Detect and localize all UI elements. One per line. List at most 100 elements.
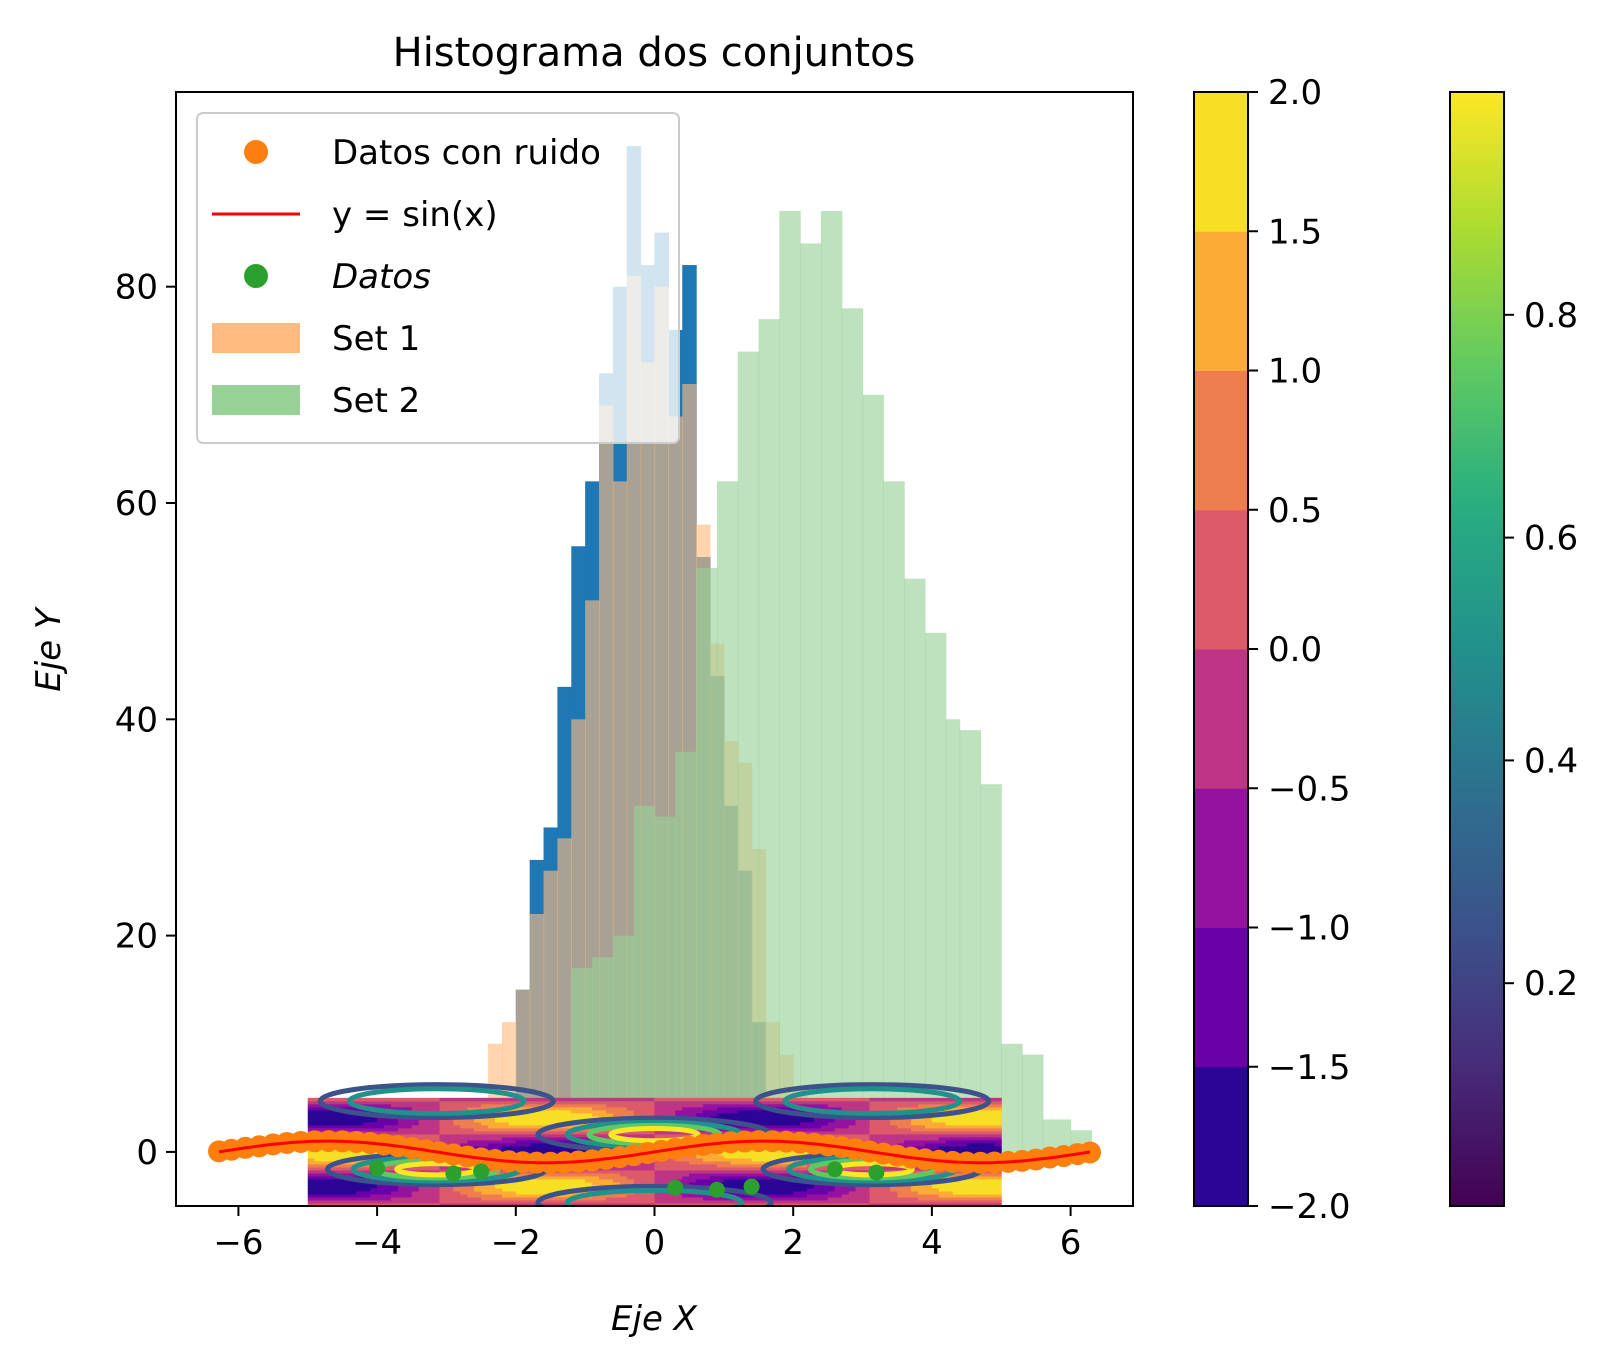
contour-cell xyxy=(557,1178,565,1183)
contour-cell xyxy=(633,1103,642,1108)
contour-cell xyxy=(661,1166,669,1171)
contour-cell xyxy=(751,1199,760,1204)
contour-cell xyxy=(418,1103,427,1108)
contour-cell xyxy=(488,1100,496,1105)
contour-cell xyxy=(571,1172,579,1177)
contour-cell xyxy=(592,1106,600,1111)
contour-cell xyxy=(363,1163,371,1168)
contour-cell xyxy=(716,1121,725,1126)
contour-cell xyxy=(918,1187,926,1192)
contour-cell xyxy=(543,1175,551,1180)
contour-cell xyxy=(495,1187,503,1192)
contour-cell xyxy=(807,1124,815,1129)
contour-cell xyxy=(973,1148,981,1153)
contour-cell xyxy=(619,1097,628,1102)
contour-cell xyxy=(696,1106,704,1111)
contour-cell xyxy=(786,1124,794,1129)
contour-cell xyxy=(661,1160,669,1165)
contour-cell xyxy=(848,1133,857,1138)
contour-cell xyxy=(716,1097,725,1102)
contour-cell xyxy=(314,1151,323,1156)
contour-cell xyxy=(987,1118,995,1123)
contour-cell xyxy=(820,1106,829,1111)
contour-cell xyxy=(592,1178,600,1183)
contour-cell xyxy=(966,1187,974,1192)
contour-cell xyxy=(446,1103,454,1108)
contour-cell xyxy=(924,1118,933,1123)
contour-cell xyxy=(529,1196,538,1201)
contour-cell xyxy=(966,1097,974,1102)
contour-cell xyxy=(314,1166,323,1171)
contour-cell xyxy=(689,1103,697,1108)
contour-cell xyxy=(779,1121,787,1126)
contour-cell xyxy=(481,1187,489,1192)
contour-cell xyxy=(557,1145,565,1150)
contour-cell xyxy=(994,1115,1002,1120)
contour-cell xyxy=(508,1133,517,1138)
contour-cell xyxy=(931,1115,940,1120)
contour-cell xyxy=(966,1100,974,1105)
contour-cell xyxy=(862,1169,870,1174)
contour-cell xyxy=(800,1184,808,1189)
contour-cell xyxy=(931,1133,940,1138)
contour-cell xyxy=(370,1151,378,1156)
contour-cell xyxy=(328,1151,336,1156)
contour-cell xyxy=(959,1184,968,1189)
contour-cell xyxy=(779,1199,787,1204)
contour-cell xyxy=(924,1139,933,1144)
contour-cell xyxy=(730,1172,739,1177)
contour-cell xyxy=(495,1127,503,1132)
contour-cell xyxy=(605,1169,614,1174)
contour-cell xyxy=(820,1124,829,1129)
contour-cell xyxy=(855,1130,864,1135)
contour-cell xyxy=(675,1166,683,1171)
contour-cell xyxy=(897,1187,905,1192)
contour-cell xyxy=(481,1202,489,1206)
contour-cell xyxy=(481,1127,489,1132)
contour-cell xyxy=(897,1190,905,1195)
contour-cell xyxy=(432,1100,441,1105)
contour-cell xyxy=(460,1184,468,1189)
contour-cell xyxy=(397,1199,406,1204)
contour-cell xyxy=(633,1178,642,1183)
contour-cell xyxy=(418,1202,427,1206)
contour-cell xyxy=(522,1097,531,1102)
contour-cell xyxy=(793,1175,801,1180)
legend-entry: Set 1 xyxy=(212,319,420,359)
contour-cell xyxy=(876,1136,884,1141)
contour-cell xyxy=(980,1142,988,1147)
contour-cell xyxy=(543,1187,551,1192)
contour-cell xyxy=(349,1190,357,1195)
contour-cell xyxy=(973,1184,981,1189)
contour-cell xyxy=(938,1130,947,1135)
contour-cell xyxy=(709,1100,718,1105)
contour-cell xyxy=(578,1184,586,1189)
contour-cell xyxy=(952,1106,961,1111)
contour-cell xyxy=(508,1136,517,1141)
contour-cell xyxy=(987,1187,995,1192)
histogram-bar xyxy=(945,719,961,1152)
contour-cell xyxy=(737,1178,746,1183)
contour-cell xyxy=(689,1166,697,1171)
contour-cell xyxy=(605,1202,614,1206)
contour-cell xyxy=(945,1097,954,1102)
contour-cell xyxy=(481,1139,489,1144)
contour-cell xyxy=(411,1121,420,1126)
contour-cell xyxy=(390,1118,399,1123)
contour-cell xyxy=(758,1181,766,1186)
contour-cell xyxy=(994,1175,1002,1180)
contour-cell xyxy=(377,1184,385,1189)
contour-cell xyxy=(467,1196,475,1201)
contour-cell xyxy=(377,1127,385,1132)
contour-cell xyxy=(841,1127,850,1132)
contour-cell xyxy=(501,1139,510,1144)
x-tick-label: 0 xyxy=(644,1223,666,1263)
contour-cell xyxy=(508,1115,517,1120)
contour-cell xyxy=(883,1136,891,1141)
contour-cell xyxy=(980,1187,988,1192)
contour-cell xyxy=(820,1118,829,1123)
contour-cell xyxy=(488,1124,496,1129)
contour-cell xyxy=(661,1100,669,1105)
contour-cell xyxy=(626,1163,635,1168)
contour-cell xyxy=(703,1166,711,1171)
